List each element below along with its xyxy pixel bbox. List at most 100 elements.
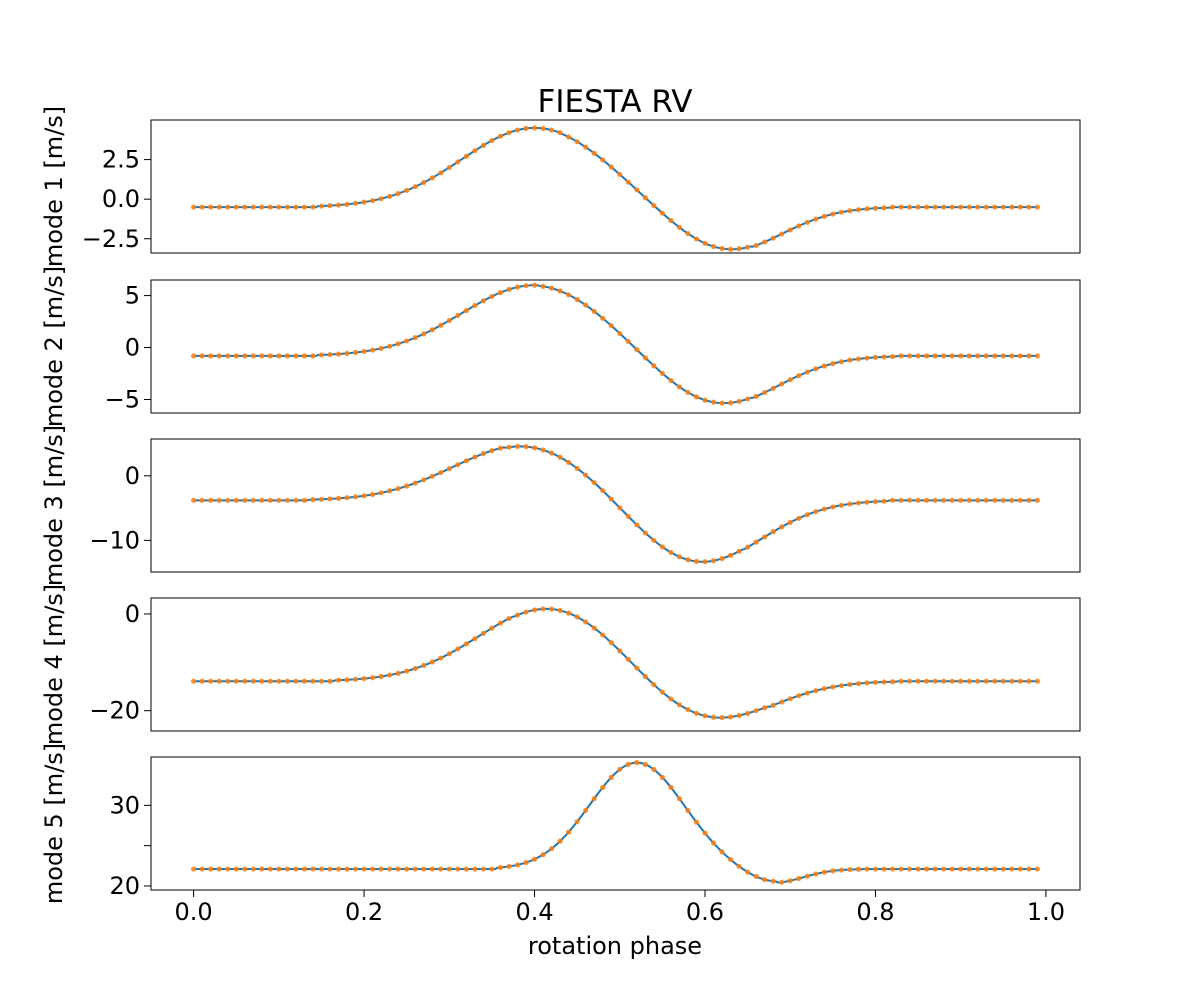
data-point [821, 869, 827, 875]
x-tick-label: 0.0 [175, 898, 213, 926]
data-point [847, 501, 853, 507]
data-point [872, 499, 879, 505]
data-point [387, 193, 393, 199]
data-point [497, 864, 504, 871]
data-point [745, 869, 751, 875]
data-point [770, 235, 776, 241]
data-point [429, 175, 435, 181]
data-point [719, 555, 725, 562]
data-point [923, 353, 930, 359]
data-point [949, 497, 955, 503]
data-point [378, 196, 384, 202]
data-point [975, 678, 981, 684]
data-point [915, 866, 921, 872]
data-point [395, 341, 401, 347]
data-point [736, 863, 742, 869]
data-point [855, 207, 862, 213]
data-point [242, 497, 248, 503]
data-point [779, 524, 785, 530]
data-point [898, 866, 904, 872]
data-point [889, 497, 896, 503]
data-point [540, 606, 546, 612]
data-point [463, 458, 469, 464]
data-point [830, 361, 836, 367]
data-point [318, 203, 325, 209]
data-point [540, 125, 546, 132]
data-point [983, 353, 989, 359]
data-point [395, 866, 401, 872]
data-point [625, 513, 631, 519]
data-point [583, 302, 589, 308]
data-point [395, 486, 401, 492]
data-point [1026, 353, 1032, 359]
data-point [250, 866, 256, 872]
data-point [1034, 353, 1040, 359]
data-point [242, 678, 248, 684]
data-point [941, 497, 947, 503]
panel-frame [150, 597, 1081, 732]
data-point [872, 205, 879, 211]
data-point [293, 866, 299, 872]
data-point [557, 838, 563, 844]
data-point [779, 231, 785, 237]
data-point [514, 612, 521, 618]
data-point [736, 548, 742, 554]
data-point [438, 866, 444, 872]
data-point [199, 678, 205, 684]
data-point [1017, 204, 1023, 210]
data-point [548, 450, 555, 456]
data-point [685, 557, 691, 563]
data-point [710, 243, 717, 250]
data-point [412, 335, 418, 341]
data-point [472, 148, 478, 154]
data-point [259, 204, 265, 210]
panel-frame [150, 756, 1081, 891]
data-point [591, 150, 597, 156]
data-point [847, 208, 853, 214]
data-point [1000, 678, 1006, 684]
data-point [284, 497, 290, 503]
data-point [949, 204, 955, 210]
data-point [693, 558, 700, 565]
data-point [676, 702, 683, 708]
data-point [557, 607, 563, 614]
x-tick-label: 1.0 [1027, 898, 1065, 926]
data-point [199, 497, 205, 503]
y-tick-label: −10 [89, 526, 140, 554]
data-point [958, 866, 964, 872]
y-axis-title: mode 1 [m/s] [40, 106, 68, 267]
data-point [514, 284, 521, 290]
data-point [387, 672, 393, 678]
data-point [361, 866, 367, 872]
data-point [310, 497, 316, 503]
data-point [983, 497, 989, 503]
data-point [531, 282, 538, 288]
data-point [975, 353, 981, 359]
y-tick-label: 2.5 [102, 146, 140, 174]
data-point [404, 668, 410, 674]
data-point [208, 866, 214, 872]
data-point [225, 866, 231, 872]
data-point [310, 866, 316, 872]
data-point [753, 242, 759, 249]
data-point [455, 312, 461, 319]
data-point [208, 678, 214, 684]
data-point [446, 317, 452, 324]
data-point [352, 866, 359, 872]
data-point [1026, 678, 1032, 684]
data-point [250, 678, 256, 684]
data-point [966, 353, 972, 359]
data-point [727, 552, 734, 558]
data-point [378, 345, 384, 351]
data-point [259, 353, 265, 359]
data-point [267, 866, 273, 872]
data-point [770, 385, 776, 391]
data-point [523, 283, 529, 289]
data-point [941, 866, 947, 872]
data-point [676, 796, 683, 802]
data-point [370, 197, 376, 204]
data-point [412, 665, 418, 672]
data-point [301, 866, 308, 872]
data-point [455, 646, 461, 652]
